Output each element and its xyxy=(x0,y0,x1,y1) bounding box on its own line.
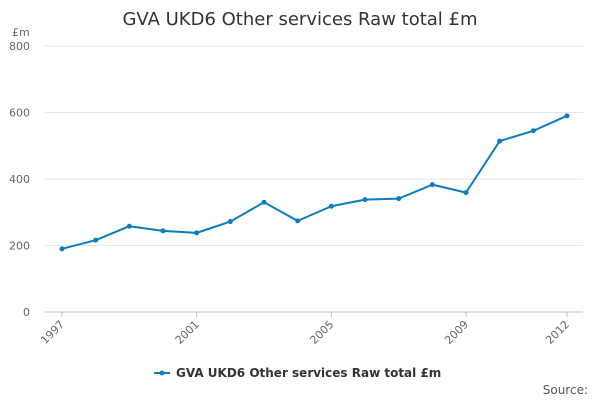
data-point[interactable] xyxy=(362,197,368,203)
x-axis-ticks: 1997 2001 2005 2009 2012 xyxy=(38,312,572,347)
x-tick-label: 2001 xyxy=(173,318,202,347)
y-axis-ticks: 0 200 400 600 800 xyxy=(9,40,30,319)
data-point[interactable] xyxy=(227,219,233,225)
x-tick-label: 1997 xyxy=(38,318,67,347)
data-point[interactable] xyxy=(497,138,503,144)
data-point[interactable] xyxy=(530,128,536,134)
series-layer xyxy=(59,113,570,252)
data-point[interactable] xyxy=(59,246,65,252)
series-line xyxy=(61,114,568,250)
y-tick-label: 600 xyxy=(9,107,30,120)
y-tick-label: 0 xyxy=(23,306,30,319)
gridlines xyxy=(45,45,583,313)
x-tick-label: 2009 xyxy=(442,318,471,347)
data-point[interactable] xyxy=(429,182,435,188)
data-point[interactable] xyxy=(463,190,469,196)
x-tick-label: 2012 xyxy=(543,318,572,347)
y-tick-label: 800 xyxy=(9,40,30,53)
y-tick-label: 400 xyxy=(9,173,30,186)
data-point[interactable] xyxy=(93,237,99,243)
data-point[interactable] xyxy=(295,218,301,224)
y-tick-label: 200 xyxy=(9,240,30,253)
legend-label: GVA UKD6 Other services Raw total £m xyxy=(176,366,441,380)
legend[interactable]: GVA UKD6 Other services Raw total £m xyxy=(154,366,441,380)
data-point[interactable] xyxy=(160,228,166,234)
y-axis-unit: £m xyxy=(12,26,30,39)
data-point[interactable] xyxy=(126,223,132,229)
data-point[interactable] xyxy=(194,230,200,236)
legend-marker-icon xyxy=(159,370,165,376)
data-point[interactable] xyxy=(396,196,402,202)
source-label: Source: xyxy=(543,383,588,397)
data-point[interactable] xyxy=(328,203,334,209)
x-tick-label: 2005 xyxy=(307,318,336,347)
data-point[interactable] xyxy=(261,199,267,205)
chart-title: GVA UKD6 Other services Raw total £m xyxy=(122,9,477,30)
data-point[interactable] xyxy=(564,113,570,119)
